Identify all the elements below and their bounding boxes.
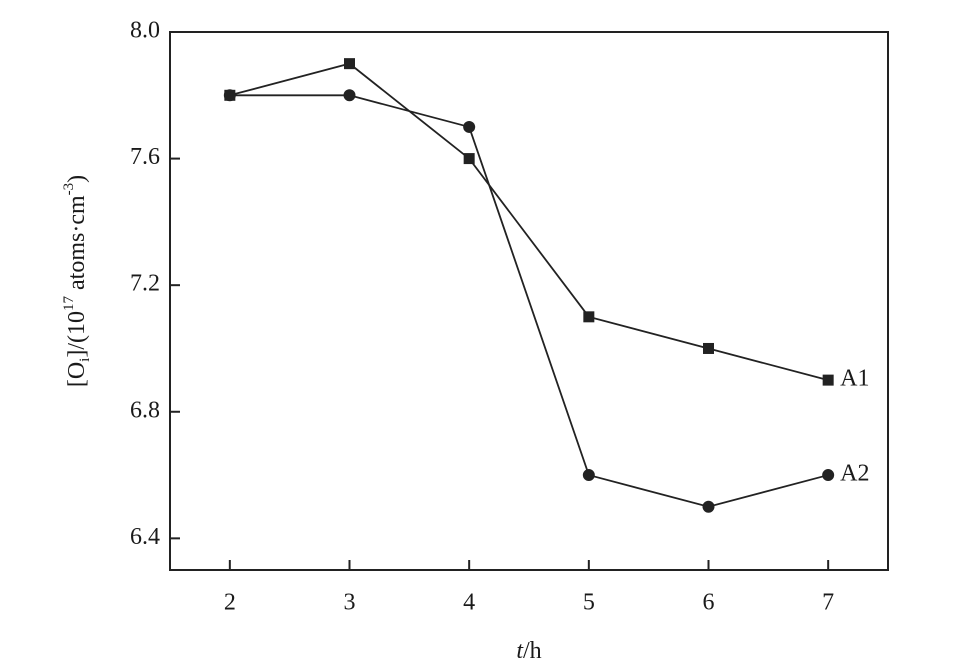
y-label-part: i xyxy=(77,358,93,362)
series-label: A2 xyxy=(840,461,869,487)
marker-circle xyxy=(582,469,595,482)
marker-circle xyxy=(822,469,835,482)
marker-square xyxy=(463,153,475,165)
marker-square xyxy=(344,58,355,70)
series-line xyxy=(229,94,829,508)
y-label-part: [O xyxy=(64,362,90,387)
x-tick-label: 2 xyxy=(224,590,236,616)
x-tick-label: 3 xyxy=(344,590,356,616)
y-label-part: ) xyxy=(64,175,90,183)
marker-square xyxy=(583,311,595,323)
x-tick-label: 4 xyxy=(463,590,475,616)
marker-square xyxy=(703,342,714,354)
series-line xyxy=(229,62,829,381)
y-label-part: atoms·cm xyxy=(64,195,90,296)
y-label-part: ]/(10 xyxy=(64,311,90,358)
marker-circle xyxy=(343,89,356,102)
x-axis-label: t/h xyxy=(516,638,541,664)
plot-frame xyxy=(169,31,889,571)
y-label-part: -3 xyxy=(61,183,77,196)
marker-circle xyxy=(702,500,715,513)
marker-circle xyxy=(463,120,476,133)
x-label-part: /h xyxy=(523,638,542,664)
y-tick-label: 6.4 xyxy=(130,524,160,550)
y-tick-label: 7.2 xyxy=(130,271,160,297)
y-tick-label: 7.6 xyxy=(130,144,160,170)
x-label-part: t xyxy=(516,638,524,664)
x-tick-label: 7 xyxy=(822,590,834,616)
y-tick-label: 8.0 xyxy=(130,18,160,44)
y-label-part: 17 xyxy=(61,295,77,311)
x-tick-label: 6 xyxy=(703,590,715,616)
series-label: A1 xyxy=(840,366,869,392)
y-tick-label: 6.8 xyxy=(130,397,160,423)
y-axis-label: [Oi]/(1017 atoms·cm-3) xyxy=(61,175,93,387)
x-tick-label: 5 xyxy=(583,590,595,616)
marker-square xyxy=(822,374,834,386)
marker-circle xyxy=(223,89,236,102)
